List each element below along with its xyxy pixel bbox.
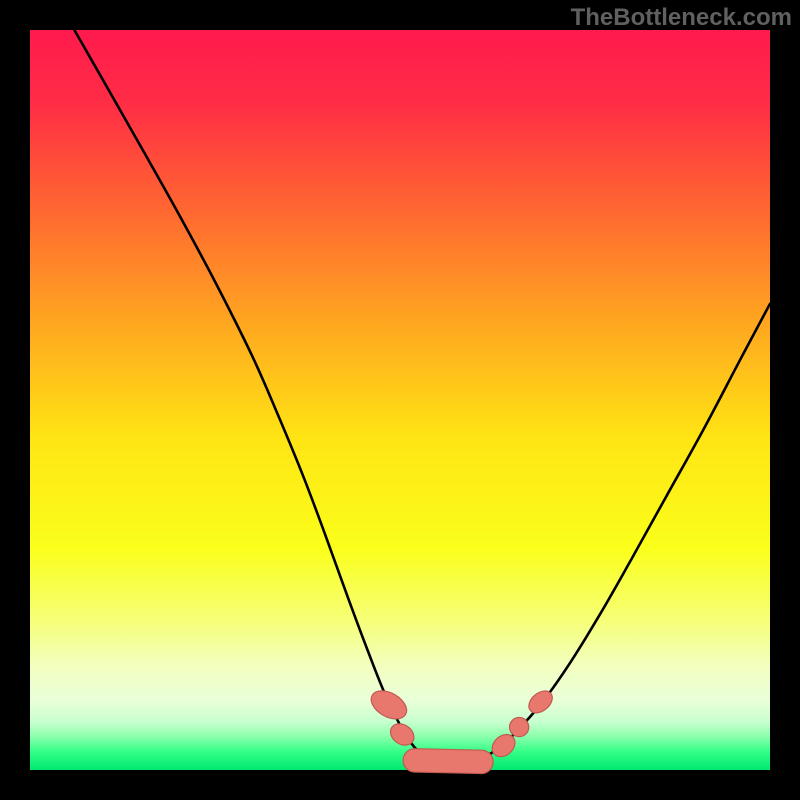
chart-container: TheBottleneck.com xyxy=(0,0,800,800)
marker-2 xyxy=(415,760,482,761)
marker-4 xyxy=(510,717,529,736)
plot-background xyxy=(30,30,770,770)
bottleneck-chart xyxy=(0,0,800,800)
watermark-text: TheBottleneck.com xyxy=(571,4,792,32)
